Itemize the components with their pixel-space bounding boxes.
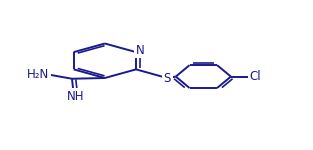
Text: NH: NH xyxy=(67,90,85,103)
Text: Cl: Cl xyxy=(249,70,261,83)
Text: N: N xyxy=(136,44,144,57)
Text: H₂N: H₂N xyxy=(27,68,49,81)
Text: S: S xyxy=(164,72,171,85)
